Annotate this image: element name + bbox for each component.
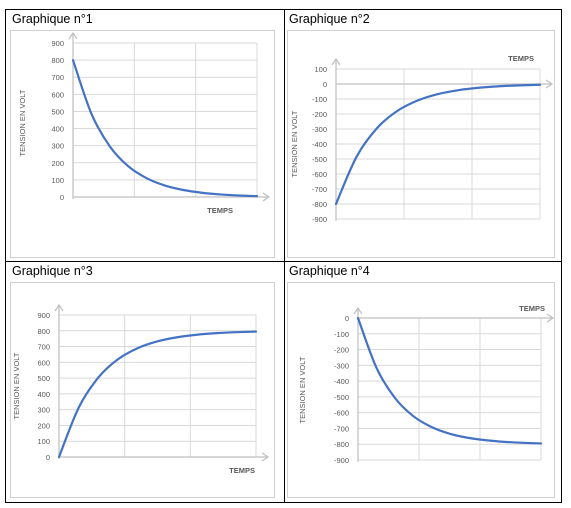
y-tick-label: 800 xyxy=(37,327,50,336)
series-line xyxy=(334,83,542,206)
table-divider-horizontal xyxy=(6,261,561,262)
y-tick-label: 600 xyxy=(51,90,64,99)
y-tick-label: -600 xyxy=(334,409,349,418)
y-axis-label: TENSION EN VOLT xyxy=(12,352,21,419)
y-axis-label: TENSION EN VOLT xyxy=(298,356,307,423)
y-tick-label: 200 xyxy=(51,159,64,168)
y-tick-label: -900 xyxy=(312,215,327,224)
charts-table xyxy=(5,9,562,503)
y-tick-label: 500 xyxy=(37,374,50,383)
x-axis-label: TEMPS xyxy=(207,206,233,215)
y-axis-label: TENSION EN VOLT xyxy=(18,89,27,156)
y-tick-label: 800 xyxy=(51,56,64,65)
x-axis-arrow xyxy=(546,313,555,323)
y-axis-arrow xyxy=(68,31,78,40)
y-tick-label: 700 xyxy=(51,73,64,82)
x-axis-arrow xyxy=(545,79,554,89)
y-axis-arrow xyxy=(331,57,341,66)
y-tick-label: -800 xyxy=(334,440,349,449)
y-tick-label: 700 xyxy=(37,343,50,352)
y-tick-label: -200 xyxy=(312,110,327,119)
chart-2-frame: 100 0 -100 -200 -300 -400 -500 -600 -700 -800 -900… xyxy=(287,30,555,258)
x-axis-arrow xyxy=(262,192,271,202)
y-tick-label: -700 xyxy=(312,185,327,194)
y-tick-label: -400 xyxy=(334,377,349,386)
y-tick-label: 400 xyxy=(51,125,64,134)
y-tick-label: 900 xyxy=(51,39,64,48)
y-tick-label: 100 xyxy=(51,176,64,185)
y-tick-label: 0 xyxy=(60,193,64,202)
chart-4: 0 -100 -200 -300 -400 -500 -600 -700 -800 -900 TEM… xyxy=(298,304,555,465)
y-tick-label: 100 xyxy=(314,65,327,74)
y-axis-label: TENSION EN VOLT xyxy=(290,110,299,177)
y-tick-label: -300 xyxy=(334,361,349,370)
chart-4-frame: 0 -100 -200 -300 -400 -500 -600 -700 -800 -900 TEM… xyxy=(287,282,555,498)
y-tick-label: 0 xyxy=(323,80,327,89)
series-line xyxy=(71,59,259,198)
series-line xyxy=(356,316,543,445)
y-axis-arrow xyxy=(353,306,363,315)
y-tick-label: -100 xyxy=(334,330,349,339)
x-axis-label: TEMPS xyxy=(519,304,545,313)
x-axis-label: TEMPS xyxy=(229,466,255,475)
chart-1-frame: 0 100 200 300 400 500 600 700 800 900 TEMPS TENSION… xyxy=(10,30,275,258)
x-axis-arrow xyxy=(261,452,270,462)
y-tick-label: -500 xyxy=(312,155,327,164)
y-tick-label: 100 xyxy=(37,437,50,446)
chart-2: 100 0 -100 -200 -300 -400 -500 -600 -700 -800 -900… xyxy=(290,54,554,224)
y-tick-label: -200 xyxy=(334,346,349,355)
y-tick-label: -500 xyxy=(334,393,349,402)
chart-1: 0 100 200 300 400 500 600 700 800 900 TEMPS TENSION… xyxy=(18,31,271,215)
y-tick-label: -800 xyxy=(312,200,327,209)
y-tick-label: -100 xyxy=(312,95,327,104)
chart-3-title: Graphique n°3 xyxy=(12,264,93,278)
y-tick-label: 0 xyxy=(345,314,349,323)
chart-3: 0 100 200 300 400 500 600 700 800 900 TEMPS TENSION… xyxy=(12,303,270,475)
y-tick-label: -900 xyxy=(334,456,349,465)
chart-4-title: Graphique n°4 xyxy=(289,264,370,278)
y-tick-label: 300 xyxy=(37,406,50,415)
y-tick-label: 600 xyxy=(37,358,50,367)
table-divider-vertical xyxy=(284,10,285,502)
y-tick-label: -600 xyxy=(312,170,327,179)
chart-3-frame: 0 100 200 300 400 500 600 700 800 900 TEMPS TENSION… xyxy=(10,282,275,498)
y-tick-label: 500 xyxy=(51,107,64,116)
y-tick-label: -300 xyxy=(312,125,327,134)
y-tick-label: -400 xyxy=(312,140,327,149)
series-line xyxy=(57,330,258,459)
x-axis-label: TEMPS xyxy=(508,54,534,63)
y-tick-label: 900 xyxy=(37,311,50,320)
y-axis-arrow xyxy=(54,303,64,312)
y-tick-label: -700 xyxy=(334,424,349,433)
chart-1-title: Graphique n°1 xyxy=(12,12,93,26)
y-tick-label: 0 xyxy=(46,453,50,462)
y-tick-label: 200 xyxy=(37,421,50,430)
y-tick-label: 300 xyxy=(51,142,64,151)
y-tick-label: 400 xyxy=(37,390,50,399)
chart-2-title: Graphique n°2 xyxy=(289,12,370,26)
